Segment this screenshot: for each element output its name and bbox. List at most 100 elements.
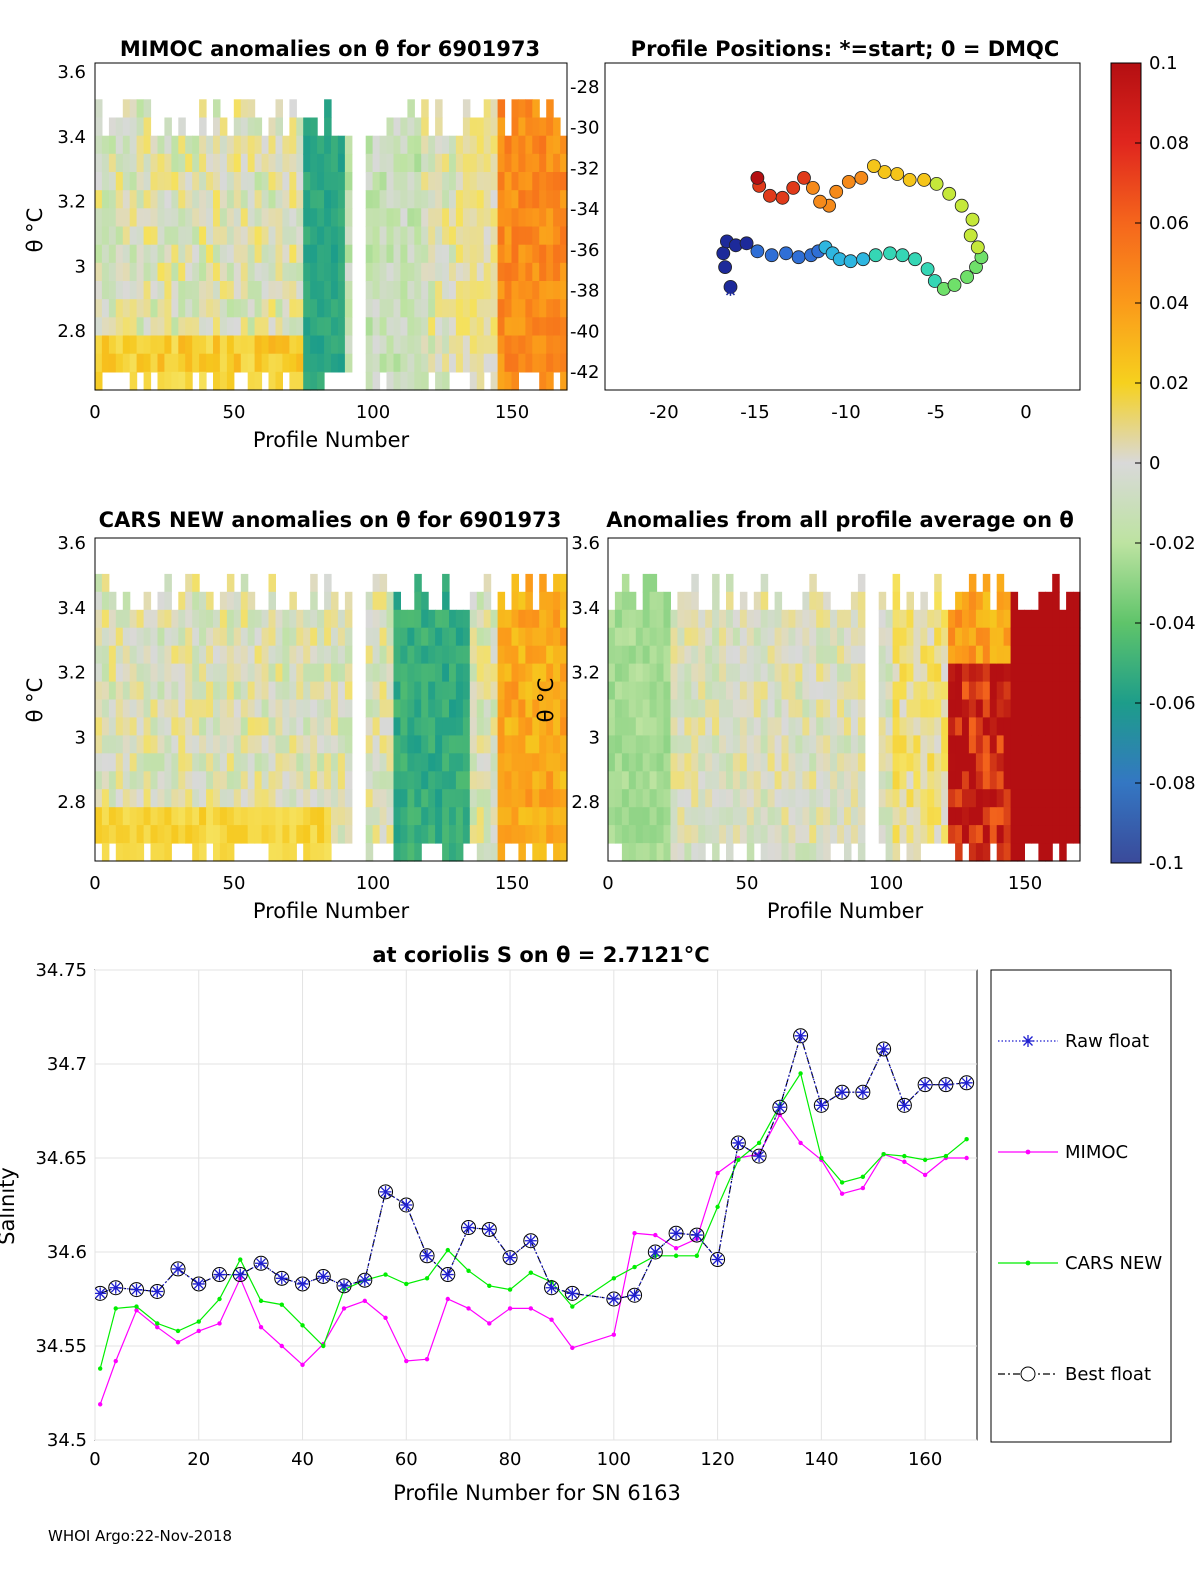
heatmap-cell (254, 244, 263, 264)
point-cars-new (694, 1253, 700, 1258)
heatmap-cell (955, 843, 963, 862)
heatmap-cell (400, 627, 408, 647)
heatmap-cell (497, 353, 506, 373)
heatmap-cell (525, 645, 533, 665)
point-raw-float (421, 1249, 434, 1262)
heatmap-cell (407, 299, 415, 318)
heatmap-cell (414, 117, 422, 137)
heatmap-cell (226, 371, 235, 391)
heatmap-cell (1024, 735, 1032, 754)
heatmap-cell (753, 681, 762, 701)
heatmap-cell (712, 753, 720, 772)
heatmap-cell (337, 335, 346, 355)
heatmap-cell (760, 843, 769, 862)
heatmap-cell (400, 299, 408, 318)
mimoc-heatmap (95, 99, 568, 391)
heatmap-cell (469, 135, 478, 155)
heatmap-cell (899, 717, 907, 736)
heatmap-cell (968, 735, 977, 754)
heatmap-cell (1045, 807, 1053, 826)
heatmap-cell (823, 735, 831, 754)
heatmap-cell (774, 771, 783, 790)
heatmap-cell (476, 735, 485, 754)
heatmap-cell (400, 317, 408, 337)
heatmap-cell (532, 771, 540, 790)
track-point (920, 262, 935, 277)
heatmap-cell (185, 208, 193, 228)
point-best-float (896, 1097, 912, 1113)
heatmap-cell (206, 262, 214, 282)
heatmap-cell (781, 753, 789, 772)
heatmap-cell (677, 807, 685, 826)
heatmap-cell (899, 789, 907, 808)
heatmap-cell (185, 353, 193, 373)
heatmap-cell (823, 627, 831, 647)
heatmap-cell (282, 335, 290, 355)
heatmap-cell (324, 609, 332, 629)
track-point (841, 174, 856, 189)
heatmap-cell (275, 825, 283, 844)
point-cars-new (155, 1321, 160, 1326)
heatmap-cell (337, 627, 346, 647)
heatmap-cell (539, 663, 547, 683)
heatmap-cell (975, 591, 984, 611)
heatmap-cell (823, 591, 831, 611)
heatmap-cell (608, 753, 616, 772)
heatmap-cell (435, 717, 443, 736)
heatmap-cell (435, 335, 443, 355)
heatmap-cell (150, 153, 158, 173)
heatmap-cell (1024, 681, 1032, 701)
heatmap-cell (296, 117, 304, 137)
heatmap-cell (539, 699, 547, 718)
heatmap-cell (560, 244, 568, 264)
heatmap-cell (435, 190, 443, 209)
heatmap-cell (885, 627, 894, 647)
heatmap-cell (809, 627, 817, 647)
heatmap-cell (449, 807, 457, 826)
heatmap-cell (365, 135, 374, 155)
heatmap-cell (649, 663, 658, 683)
heatmap-cell (497, 627, 506, 647)
heatmap-cell (428, 681, 436, 701)
heatmap-cell (185, 573, 193, 593)
heatmap-cell (393, 591, 401, 611)
heatmap-cell (213, 299, 221, 318)
heatmap-cell (372, 699, 381, 718)
point-mimoc (839, 1191, 845, 1196)
heatmap-cell (816, 609, 824, 629)
heatmap-cell (684, 807, 692, 826)
heatmap-cell (108, 825, 117, 844)
heatmap-cell (136, 299, 145, 318)
heatmap-cell (247, 262, 256, 282)
heatmap-cell (809, 699, 817, 718)
heatmap-cell (379, 591, 388, 611)
heatmap-cell (372, 663, 381, 683)
heatmap-cell (240, 753, 249, 772)
heatmap-cell (337, 771, 346, 790)
heatmap-cell (115, 135, 124, 155)
heatmap-cell (691, 735, 699, 754)
heatmap-cell (157, 753, 165, 772)
heatmap-cell (393, 226, 401, 246)
point-raw-float (296, 1277, 309, 1290)
heatmap-cell (1045, 663, 1053, 683)
heatmap-cell (108, 117, 117, 137)
heatmap-cell (816, 825, 824, 844)
heatmap-cell (233, 627, 242, 647)
heatmap-cell (414, 153, 422, 173)
heatmap-cell (344, 771, 353, 790)
heatmap-cell (282, 663, 290, 683)
heatmap-cell (982, 591, 991, 611)
heatmap-cell (642, 699, 651, 718)
heatmap-cell (497, 753, 506, 772)
heatmap-cell (560, 281, 568, 300)
heatmap-cell (753, 663, 762, 683)
point-raw-float (690, 1229, 703, 1242)
heatmap-cell (1010, 843, 1019, 862)
heatmap-cell (1052, 753, 1060, 772)
heatmap-cell (303, 317, 311, 337)
point-best-float (170, 1261, 186, 1277)
heatmap-cell (400, 825, 408, 844)
heatmap-cell (989, 735, 998, 754)
heatmap-cell (746, 663, 755, 683)
